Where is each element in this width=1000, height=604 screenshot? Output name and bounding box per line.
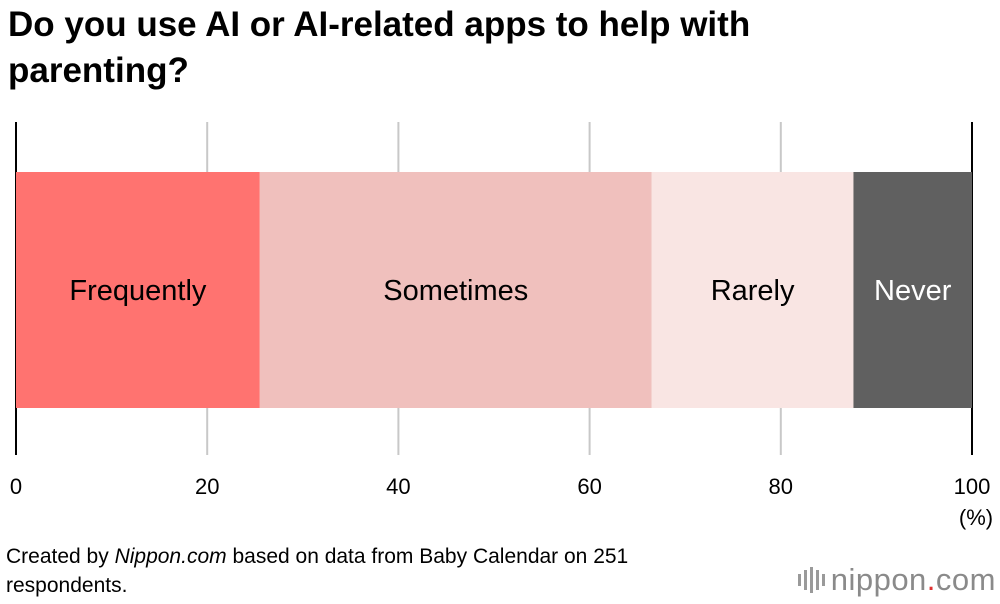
x-tick-label-20: 20 [195,474,219,499]
nippon-logo: nippon.com [797,562,996,598]
bar-segment-rarely [651,172,854,408]
segment-label-never: Never [874,275,952,307]
x-tick-label-100: 100 [954,474,991,499]
chart: Frequently Sometimes Rarely Never 0 20 40 60 80 1… [10,122,993,530]
footnote-source: Nippon.com [114,545,227,568]
x-tick-label-60: 60 [577,474,601,499]
segment-label-frequently: Frequently [69,275,207,307]
footnote-suffix: based on data from Baby Calendar on 251 … [6,545,629,597]
x-tick-label-80: 80 [769,474,793,499]
logo-dot: . [926,562,936,597]
bar-segment-never [853,172,972,408]
footnote-prefix: Created by [6,545,115,568]
logo-mark-icon [797,567,825,593]
x-tick-label-0: 0 [10,474,22,499]
logo-name: nippon [830,562,927,597]
chart-title: Do you use AI or AI-related apps to help… [8,5,751,90]
bar-segment-sometimes [259,172,652,408]
logo-tld: com [935,562,996,597]
segment-label-rarely: Rarely [711,275,795,307]
segment-label-sometimes: Sometimes [383,275,528,307]
x-unit-label: (%) [959,505,993,530]
bar-segment-frequently [16,172,260,408]
x-tick-label-40: 40 [386,474,410,499]
footnote: Created by Nippon.com based on data from… [6,542,726,600]
